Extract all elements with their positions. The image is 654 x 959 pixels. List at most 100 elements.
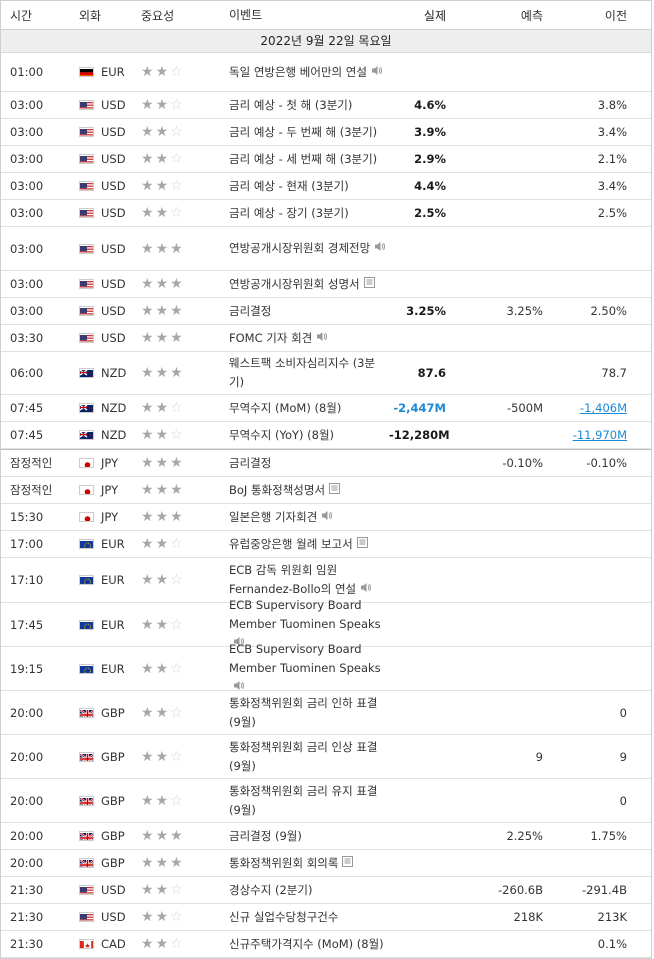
currency-code: JPY xyxy=(101,510,118,524)
event-title[interactable]: 경상수지 (2분기) xyxy=(229,883,312,897)
header-actual[interactable]: 실제 xyxy=(389,7,449,24)
event-name[interactable]: FOMC 기자 회견 xyxy=(219,329,389,348)
actual-value: 2.9% xyxy=(389,152,449,166)
event-title[interactable]: 통화정책위원회 금리 유지 표결 (9월) xyxy=(229,784,378,817)
event-name[interactable]: 독일 연방은행 베어만의 연설 xyxy=(219,63,389,82)
header-time[interactable]: 시간 xyxy=(1,7,67,24)
event-title[interactable]: 일본은행 기자회견 xyxy=(229,510,317,524)
event-name[interactable]: ECB Supervisory Board Member Tuominen Sp… xyxy=(219,640,389,697)
event-name[interactable]: BoJ 통화정책성명서 xyxy=(219,481,389,500)
event-name[interactable]: 통화정책위원회 금리 인하 표결 (9월) xyxy=(219,694,389,732)
event-time: 01:00 xyxy=(1,65,67,79)
event-name[interactable]: 통화정책위원회 금리 유지 표결 (9월) xyxy=(219,782,389,820)
importance-stars: ★★☆ xyxy=(131,124,219,140)
event-name[interactable]: 신규주택가격지수 (MoM) (8월) xyxy=(219,935,389,954)
event-title[interactable]: FOMC 기자 회견 xyxy=(229,331,312,345)
event-title[interactable]: ECB 감독 위원회 임원 Fernandez-Bollo의 연설 xyxy=(229,563,356,596)
event-title[interactable]: 금리 예상 - 세 번째 해 (3분기) xyxy=(229,152,377,166)
header-importance[interactable]: 중요성 xyxy=(131,7,219,24)
event-title[interactable]: 신규 실업수당청구건수 xyxy=(229,910,338,924)
event-name[interactable]: 금리 예상 - 첫 해 (3분기) xyxy=(219,96,389,115)
event-name[interactable]: 웨스트팩 소비자심리지수 (3분기) xyxy=(219,354,389,392)
header-event[interactable]: 이벤트 xyxy=(219,6,389,25)
event-name[interactable]: 일본은행 기자회견 xyxy=(219,508,389,527)
event-title[interactable]: 무역수지 (YoY) (8월) xyxy=(229,428,334,442)
star-icon: ☆ xyxy=(170,882,185,898)
header-previous[interactable]: 이전 xyxy=(545,7,629,24)
event-name[interactable]: 무역수지 (MoM) (8월) xyxy=(219,399,389,418)
importance-stars: ★★★ xyxy=(131,276,219,292)
event-name[interactable]: 금리 예상 - 장기 (3분기) xyxy=(219,204,389,223)
event-title[interactable]: 금리결정 xyxy=(229,304,271,318)
event-name[interactable]: 금리결정 (9월) xyxy=(219,827,389,846)
event-name[interactable]: 신규 실업수당청구건수 xyxy=(219,908,389,927)
event-name[interactable]: 무역수지 (YoY) (8월) xyxy=(219,426,389,445)
currency-code: GBP xyxy=(101,706,125,720)
event-currency: EUR xyxy=(67,618,131,632)
importance-stars: ★★☆ xyxy=(131,427,219,443)
header-currency[interactable]: 외화 xyxy=(67,7,131,24)
event-title[interactable]: 유럽중앙은행 월례 보고서 xyxy=(229,537,353,551)
event-title[interactable]: 금리결정 (9월) xyxy=(229,829,302,843)
event-name[interactable]: 금리 예상 - 세 번째 해 (3분기) xyxy=(219,150,389,169)
star-icon: ★ xyxy=(156,828,171,844)
event-title[interactable]: 웨스트팩 소비자심리지수 (3분기) xyxy=(229,356,375,389)
event-name[interactable]: 금리 예상 - 현재 (3분기) xyxy=(219,177,389,196)
event-title[interactable]: 금리 예상 - 첫 해 (3분기) xyxy=(229,98,352,112)
event-title[interactable]: 금리 예상 - 두 번째 해 (3분기) xyxy=(229,125,377,139)
event-title[interactable]: 독일 연방은행 베어만의 연설 xyxy=(229,65,367,79)
event-title[interactable]: 통화정책위원회 금리 인하 표결 (9월) xyxy=(229,696,378,729)
event-title[interactable]: 금리결정 xyxy=(229,456,271,470)
event-name[interactable]: 유럽중앙은행 월례 보고서 xyxy=(219,535,389,554)
event-title[interactable]: 연방공개시장위원회 경제전망 xyxy=(229,241,370,255)
event-title[interactable]: 통화정책위원회 금리 인상 표결 (9월) xyxy=(229,740,378,773)
event-name[interactable]: 금리 예상 - 두 번째 해 (3분기) xyxy=(219,123,389,142)
event-name[interactable]: 경상수지 (2분기) xyxy=(219,881,389,900)
event-title[interactable]: 무역수지 (MoM) (8월) xyxy=(229,401,341,415)
event-title[interactable]: ECB Supervisory Board Member Tuominen Sp… xyxy=(229,598,381,631)
event-title[interactable]: BoJ 통화정책성명서 xyxy=(229,483,325,497)
header-forecast[interactable]: 예측 xyxy=(449,7,545,24)
event-name[interactable]: 통화정책위원회 금리 인상 표결 (9월) xyxy=(219,738,389,776)
event-title[interactable]: 연방공개시장위원회 성명서 xyxy=(229,277,360,291)
event-title[interactable]: 금리 예상 - 장기 (3분기) xyxy=(229,206,349,220)
star-icon: ★ xyxy=(156,330,171,346)
event-name[interactable]: 금리결정 xyxy=(219,454,389,473)
us-flag-icon xyxy=(79,912,94,922)
event-name[interactable]: ECB 감독 위원회 임원 Fernandez-Bollo의 연설 xyxy=(219,561,389,599)
event-title[interactable]: 금리 예상 - 현재 (3분기) xyxy=(229,179,349,193)
event-name[interactable]: 금리결정 xyxy=(219,302,389,321)
event-name[interactable]: 연방공개시장위원회 경제전망 xyxy=(219,239,389,258)
event-title[interactable]: 신규주택가격지수 (MoM) (8월) xyxy=(229,937,384,951)
event-title[interactable]: ECB Supervisory Board Member Tuominen Sp… xyxy=(229,642,381,675)
event-name[interactable]: 연방공개시장위원회 성명서 xyxy=(219,275,389,294)
event-name[interactable]: 통화정책위원회 회의록 xyxy=(219,854,389,873)
event-title[interactable]: 통화정책위원회 회의록 xyxy=(229,856,338,870)
